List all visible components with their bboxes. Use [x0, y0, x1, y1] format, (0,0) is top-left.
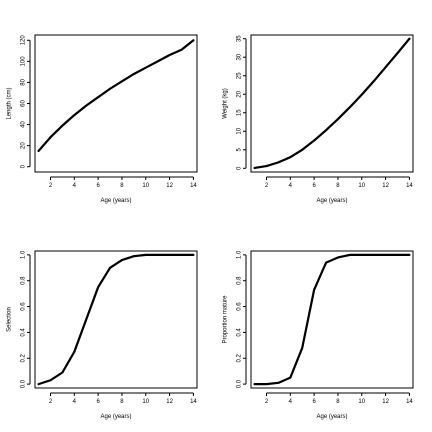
x-tick-label: 4: [73, 399, 77, 405]
x-tick-label: 14: [190, 183, 197, 189]
x-tick-label: 10: [142, 399, 149, 405]
series-line: [253, 37, 411, 170]
plot-frame: [250, 250, 414, 389]
panel-weight: 2 4 6 8 10 12 14 Age (years) 0 5 10 15 20 25 30 35 Weigh…: [223, 34, 414, 204]
y-tick-label: 0.4: [21, 328, 27, 337]
x-tick-label: 6: [312, 399, 316, 405]
x-tick-label: 2: [49, 399, 53, 405]
y-tick-label: 20: [21, 142, 27, 149]
y-axis-label: Weight (kg): [223, 88, 229, 119]
x-tick-label: 6: [312, 183, 316, 189]
y-tick-label: 60: [21, 100, 27, 107]
x-tick-label: 8: [336, 399, 340, 405]
x-tick-label: 6: [96, 183, 100, 189]
x-tick-label: 8: [120, 183, 124, 189]
y-tick-label: 10: [237, 127, 243, 134]
panel-selection: 2 4 6 8 10 12 14 Age (years) 0.0 0.2 0.4 0.6 0.8 1.0 S…: [7, 250, 198, 420]
x-tick-label: 12: [166, 183, 173, 189]
x-axis-label: Age (years): [316, 198, 347, 204]
y-axis-label: Length (cm): [7, 87, 13, 119]
y-tick-label: 80: [21, 78, 27, 85]
x-axis-label: Age (years): [100, 198, 131, 204]
x-tick-label: 10: [358, 183, 365, 189]
y-tick-label: 1.0: [237, 250, 243, 259]
x-tick-label: 8: [336, 183, 340, 189]
series-line: [37, 253, 195, 386]
x-tick-label: 12: [166, 399, 173, 405]
y-tick-label: 0.2: [237, 353, 243, 362]
y-tick-label: 30: [237, 53, 243, 60]
y-tick-label: 100: [21, 56, 27, 67]
y-tick-label: 20: [237, 90, 243, 97]
x-tick-label: 2: [49, 183, 53, 189]
y-tick-label: 25: [237, 72, 243, 79]
y-tick-label: 0.0: [21, 379, 27, 388]
y-tick-label: 0.6: [21, 302, 27, 311]
plot-frame: [250, 34, 414, 173]
y-tick-label: 1.0: [21, 250, 27, 259]
y-axis-label: Selection: [7, 307, 13, 332]
y-tick-label: 0.0: [237, 379, 243, 388]
x-tick-label: 14: [406, 183, 413, 189]
x-axis-label: Age (years): [100, 414, 131, 420]
x-tick-label: 2: [265, 183, 269, 189]
x-tick-label: 4: [73, 183, 77, 189]
x-tick-label: 14: [406, 399, 413, 405]
y-tick-label: 40: [21, 121, 27, 128]
y-tick-label: 0.4: [237, 328, 243, 337]
x-tick-label: 4: [289, 183, 293, 189]
plot-frame: [34, 250, 198, 389]
series-line: [37, 39, 195, 153]
y-tick-label: 5: [237, 147, 243, 151]
y-tick-label: 0.2: [21, 353, 27, 362]
y-tick-label: 0: [237, 166, 243, 170]
y-tick-label: 35: [237, 35, 243, 42]
x-tick-label: 6: [96, 399, 100, 405]
y-tick-label: 0.8: [237, 276, 243, 285]
x-tick-label: 8: [120, 399, 124, 405]
x-tick-label: 10: [142, 183, 149, 189]
series-line: [253, 253, 411, 386]
panel-length: 2 4 6 8 10 12 14 Age (years) 0 20 40 60 80 100 120 Leng…: [7, 34, 198, 204]
y-tick-label: 0: [21, 164, 27, 168]
x-tick-label: 4: [289, 399, 293, 405]
x-tick-label: 14: [190, 399, 197, 405]
x-tick-label: 2: [265, 399, 269, 405]
x-tick-label: 12: [382, 399, 389, 405]
y-tick-label: 0.8: [21, 276, 27, 285]
plot-frame: [34, 34, 198, 173]
y-tick-label: 0.6: [237, 302, 243, 311]
x-axis-label: Age (years): [316, 414, 347, 420]
y-tick-label: 120: [21, 35, 27, 46]
x-tick-label: 10: [358, 399, 365, 405]
x-tick-label: 12: [382, 183, 389, 189]
panel-proportion-mature: 2 4 6 8 10 12 14 Age (years) 0.0 0.2 0.4 0.6 0.8 1.0 P…: [223, 250, 414, 420]
y-axis-label: Proportion mature: [223, 295, 229, 344]
y-tick-label: 15: [237, 109, 243, 116]
